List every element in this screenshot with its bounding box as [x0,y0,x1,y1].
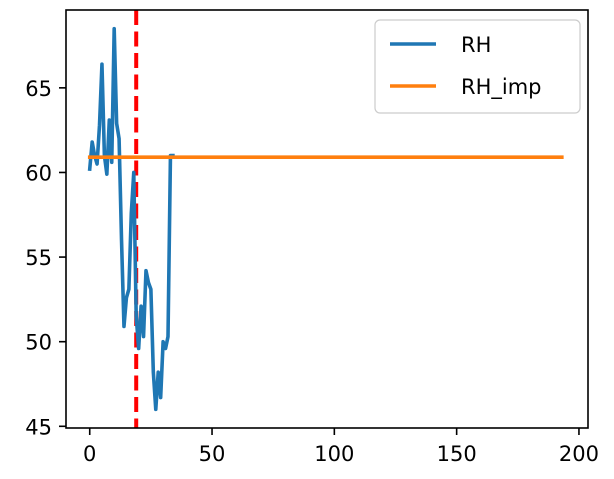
legend-label-rh-imp: RH_imp [461,75,542,100]
y-tick-label: 45 [25,415,52,439]
series-line-rh [87,26,175,412]
y-tick-label: 55 [25,246,52,270]
x-tick-label: 150 [437,442,477,466]
series-lines [87,26,564,412]
y-tick-label: 50 [25,331,52,355]
x-tick-label: 0 [83,442,96,466]
y-tick-label: 60 [25,161,52,185]
x-tick-label: 100 [314,442,354,466]
axis-ticks: 0 50 100 150 200 45 50 55 60 65 [25,77,599,466]
legend-label-rh: RH [461,33,491,57]
x-tick-label: 50 [199,442,226,466]
legend: RH RH_imp [374,19,581,114]
plot-frame [65,9,589,429]
y-tick-label: 65 [25,77,52,101]
x-tick-label: 200 [559,442,599,466]
